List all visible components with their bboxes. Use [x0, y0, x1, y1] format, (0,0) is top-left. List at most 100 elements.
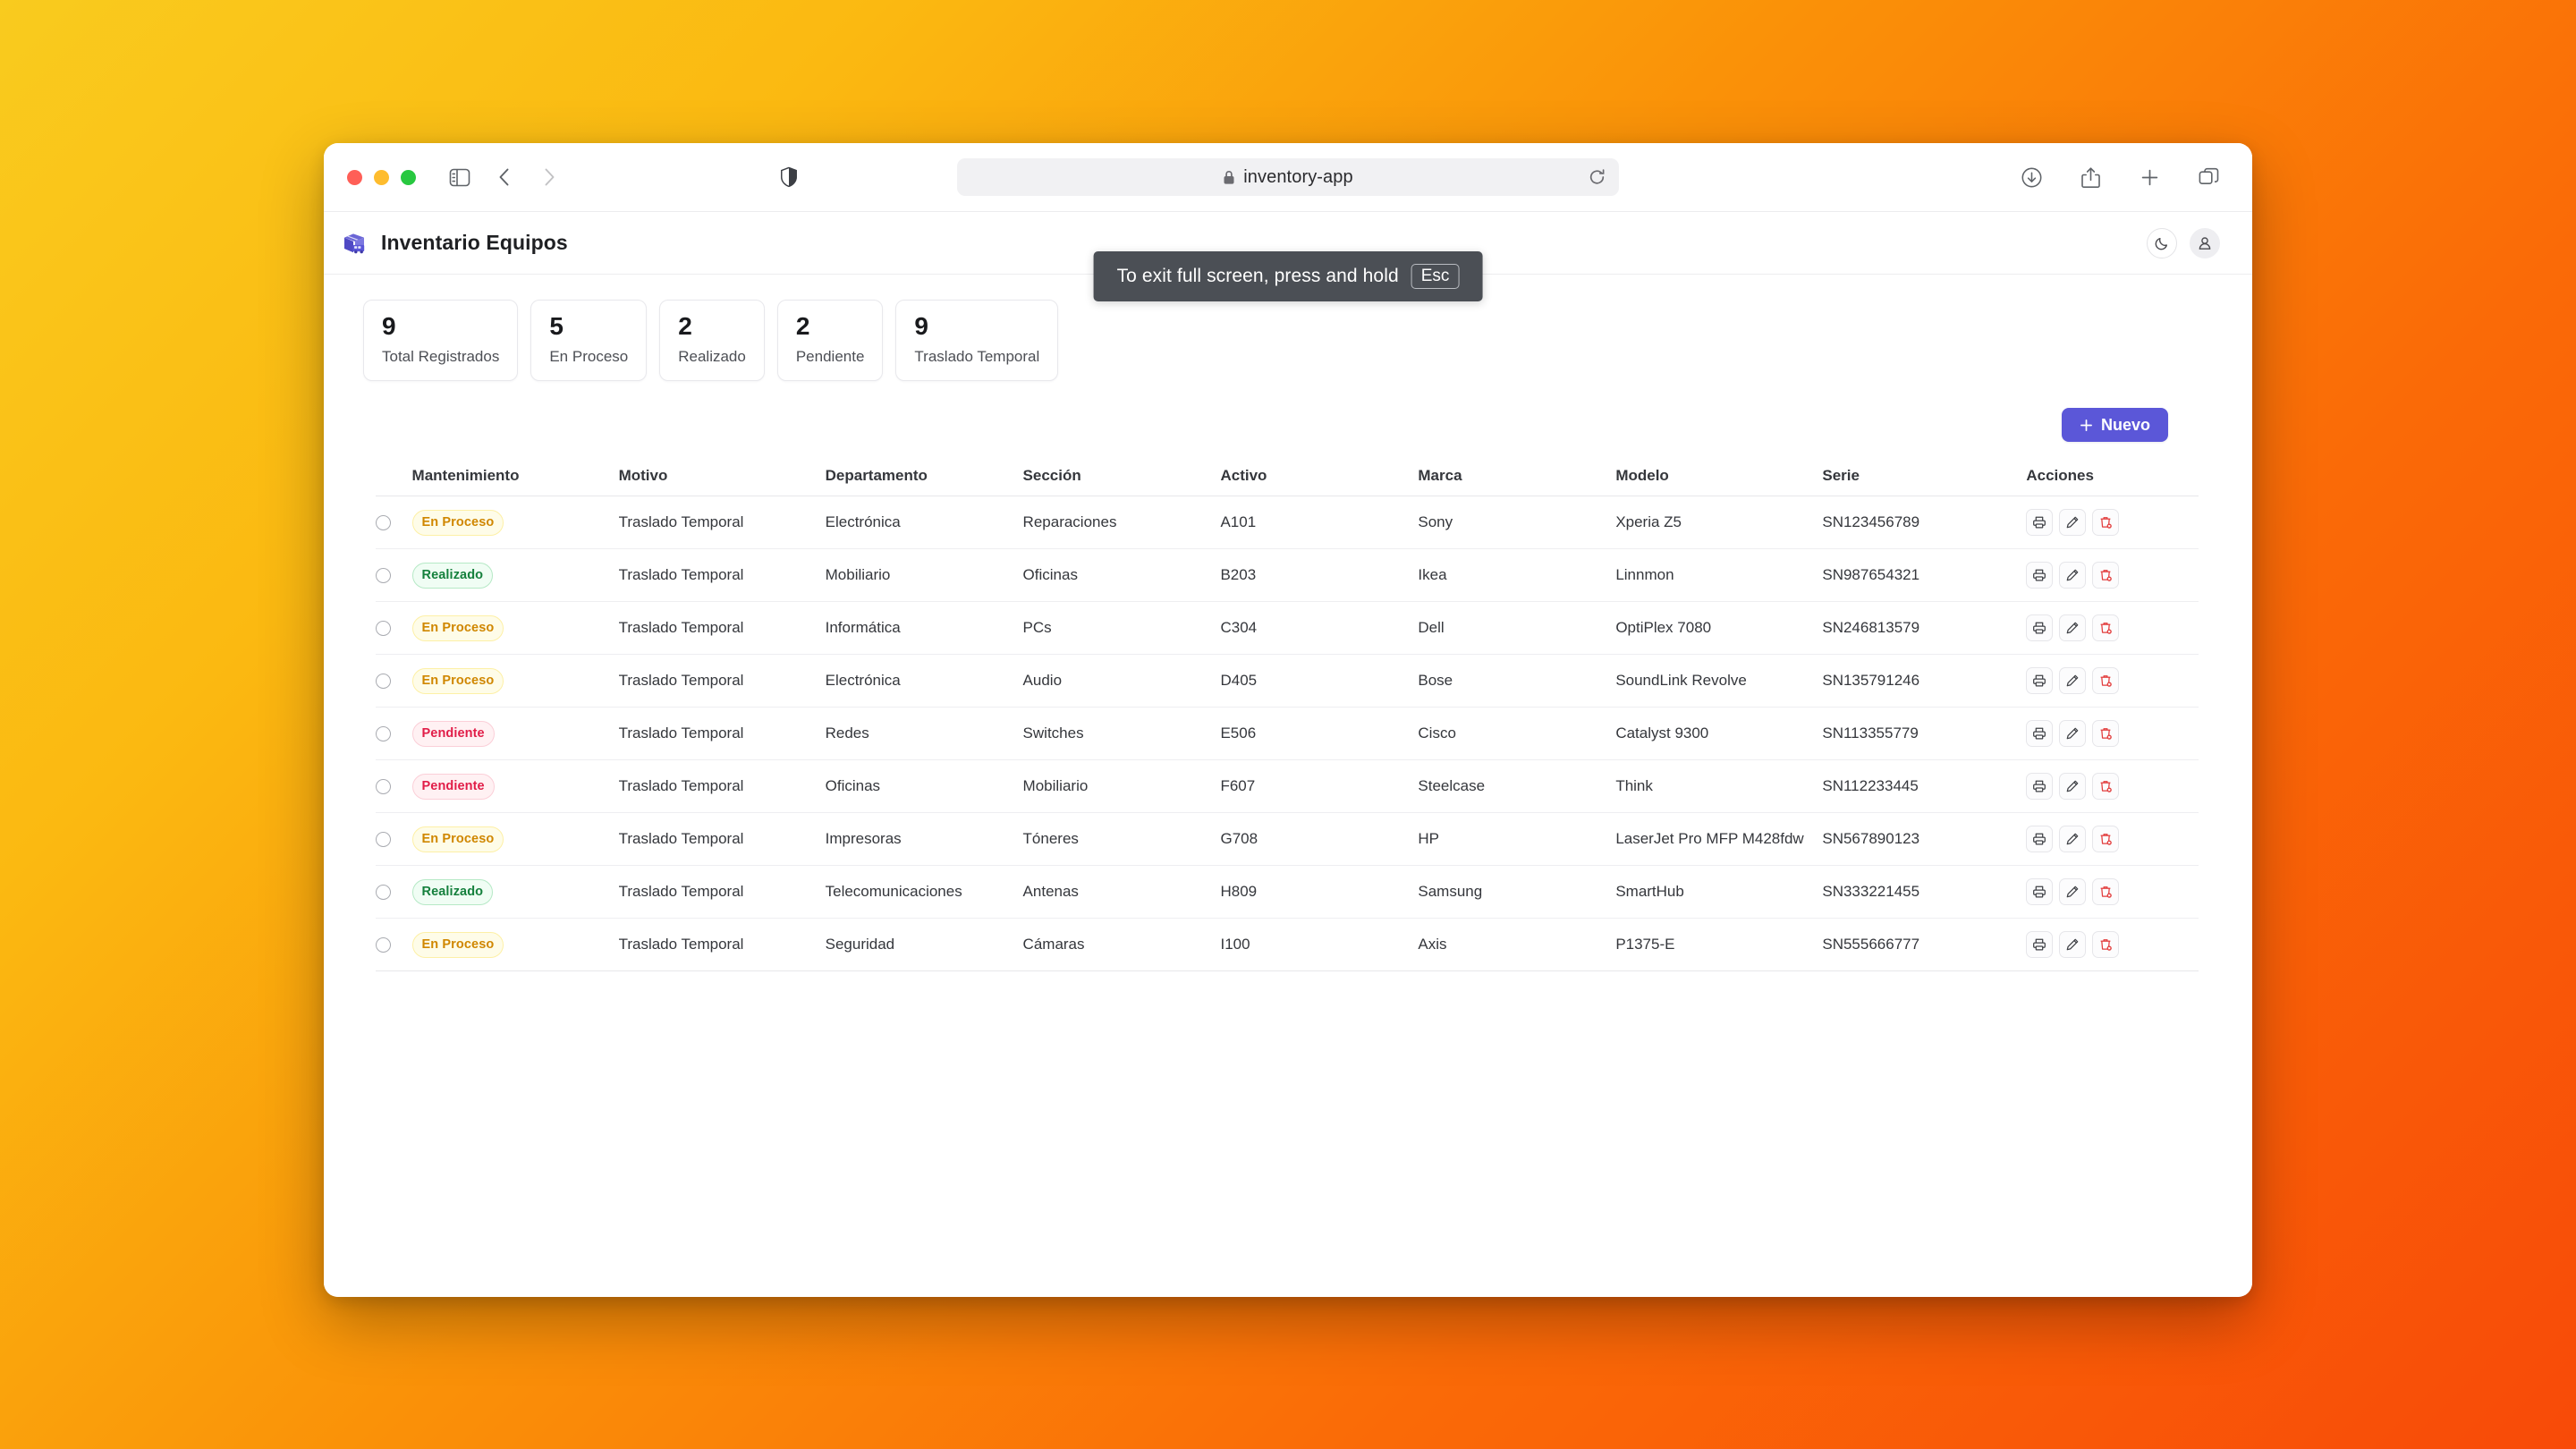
plus-icon[interactable]: [2129, 157, 2170, 198]
cell-select[interactable]: [376, 759, 412, 814]
cell-serie: SN135791246: [1822, 654, 2027, 708]
column-header-serie[interactable]: Serie: [1822, 458, 2027, 497]
stat-card-en-proceso[interactable]: 5 En Proceso: [530, 300, 648, 382]
user-avatar-icon[interactable]: [2190, 227, 2220, 258]
sidebar-toggle-icon[interactable]: [439, 157, 480, 198]
print-icon[interactable]: [2026, 614, 2054, 642]
column-header-departamento[interactable]: Departamento: [825, 458, 1023, 497]
stat-value: 9: [914, 312, 928, 340]
cell-acciones: [2026, 601, 2199, 656]
cell-activo: I100: [1220, 918, 1419, 972]
cell-select[interactable]: [376, 654, 412, 708]
address-bar[interactable]: inventory-app: [957, 158, 1619, 196]
table-row[interactable]: En Proceso Traslado Temporal Impresoras Tón…: [376, 812, 2199, 867]
edit-pencil-icon[interactable]: [2059, 826, 2087, 853]
column-header-motivo[interactable]: Motivo: [618, 458, 826, 497]
download-icon[interactable]: [2011, 157, 2052, 198]
cell-marca: Samsung: [1418, 865, 1616, 919]
cell-seccion: Audio: [1022, 654, 1221, 708]
row-select-radio[interactable]: [376, 884, 391, 900]
status-badge: Realizado: [411, 562, 494, 589]
delete-trash-icon[interactable]: [2092, 878, 2120, 906]
close-window-button[interactable]: [347, 169, 362, 185]
edit-pencil-icon[interactable]: [2059, 720, 2087, 748]
edit-pencil-icon[interactable]: [2059, 562, 2087, 589]
table-row[interactable]: Pendiente Traslado Temporal Oficinas Mobili…: [376, 759, 2199, 814]
column-header-modelo[interactable]: Modelo: [1615, 458, 1823, 497]
add-new-button[interactable]: Nuevo: [2061, 408, 2168, 443]
delete-trash-icon[interactable]: [2092, 720, 2120, 748]
column-header-seccion[interactable]: Sección: [1022, 458, 1221, 497]
delete-trash-icon[interactable]: [2092, 931, 2120, 959]
cell-departamento: Mobiliario: [825, 548, 1023, 603]
cell-select[interactable]: [376, 865, 412, 919]
delete-trash-icon[interactable]: [2092, 826, 2120, 853]
row-select-radio[interactable]: [376, 567, 391, 583]
table-row[interactable]: En Proceso Traslado Temporal Seguridad Cáma…: [376, 918, 2199, 972]
cell-select[interactable]: [376, 918, 412, 972]
delete-trash-icon[interactable]: [2092, 773, 2120, 801]
column-header-mantenimiento[interactable]: Mantenimiento: [411, 458, 619, 497]
edit-pencil-icon[interactable]: [2059, 667, 2087, 695]
app-header-actions: [2147, 227, 2220, 258]
table-row[interactable]: Realizado Traslado Temporal Mobiliario Ofic…: [376, 548, 2199, 603]
app-brand[interactable]: Inventario Equipos: [340, 229, 568, 258]
row-select-radio[interactable]: [376, 936, 391, 953]
table-row[interactable]: En Proceso Traslado Temporal Electrónica Re…: [376, 496, 2199, 550]
row-select-radio[interactable]: [376, 778, 391, 794]
print-icon[interactable]: [2026, 720, 2054, 748]
cell-seccion: Antenas: [1022, 865, 1221, 919]
edit-pencil-icon[interactable]: [2059, 931, 2087, 959]
cell-motivo: Traslado Temporal: [618, 496, 826, 550]
cell-select[interactable]: [376, 707, 412, 761]
print-icon[interactable]: [2026, 826, 2054, 853]
print-icon[interactable]: [2026, 667, 2054, 695]
table-row[interactable]: Pendiente Traslado Temporal Redes Switches E…: [376, 707, 2199, 761]
edit-pencil-icon[interactable]: [2059, 878, 2087, 906]
cell-mantenimiento: En Proceso: [411, 812, 619, 867]
forward-button[interactable]: [529, 157, 570, 198]
print-icon[interactable]: [2026, 509, 2054, 537]
edit-pencil-icon[interactable]: [2059, 773, 2087, 801]
shield-privacy-icon[interactable]: [768, 157, 809, 198]
cell-select[interactable]: [376, 496, 412, 550]
cell-seccion: Oficinas: [1022, 548, 1221, 603]
print-icon[interactable]: [2026, 878, 2054, 906]
row-select-radio[interactable]: [376, 673, 391, 689]
stat-card-total-registrados[interactable]: 9 Total Registrados: [363, 300, 519, 382]
stat-card-realizado[interactable]: 2 Realizado: [659, 300, 765, 382]
moon-icon[interactable]: [2147, 227, 2177, 258]
print-icon[interactable]: [2026, 931, 2054, 959]
table-row[interactable]: En Proceso Traslado Temporal Informática PC…: [376, 601, 2199, 656]
edit-pencil-icon[interactable]: [2059, 614, 2087, 642]
delete-trash-icon[interactable]: [2092, 667, 2120, 695]
maximize-window-button[interactable]: [401, 169, 416, 185]
delete-trash-icon[interactable]: [2092, 562, 2120, 589]
minimize-window-button[interactable]: [374, 169, 389, 185]
delete-trash-icon[interactable]: [2092, 509, 2120, 537]
reload-icon[interactable]: [1588, 168, 1606, 187]
cell-select[interactable]: [376, 548, 412, 603]
print-icon[interactable]: [2026, 773, 2054, 801]
cell-select[interactable]: [376, 601, 412, 656]
stat-card-pendiente[interactable]: 2 Pendiente: [776, 300, 884, 382]
table-row[interactable]: Realizado Traslado Temporal Telecomunicaci…: [376, 865, 2199, 919]
table-row[interactable]: En Proceso Traslado Temporal Electrónica Au…: [376, 654, 2199, 708]
cell-select[interactable]: [376, 812, 412, 867]
edit-pencil-icon[interactable]: [2059, 509, 2087, 537]
row-select-radio[interactable]: [376, 831, 391, 847]
tab-overview-icon[interactable]: [2188, 157, 2229, 198]
stat-label: Realizado: [678, 348, 746, 366]
cell-activo: D405: [1220, 654, 1419, 708]
column-header-marca[interactable]: Marca: [1418, 458, 1616, 497]
row-select-radio[interactable]: [376, 514, 391, 530]
row-select-radio[interactable]: [376, 620, 391, 636]
stat-card-traslado-temporal[interactable]: 9 Traslado Temporal: [895, 300, 1059, 382]
column-header-activo[interactable]: Activo: [1220, 458, 1419, 497]
print-icon[interactable]: [2026, 562, 2054, 589]
fullscreen-toast-message: To exit full screen, press and hold: [1116, 266, 1399, 286]
delete-trash-icon[interactable]: [2092, 614, 2120, 642]
back-button[interactable]: [484, 157, 525, 198]
row-select-radio[interactable]: [376, 725, 391, 741]
share-icon[interactable]: [2070, 157, 2111, 198]
